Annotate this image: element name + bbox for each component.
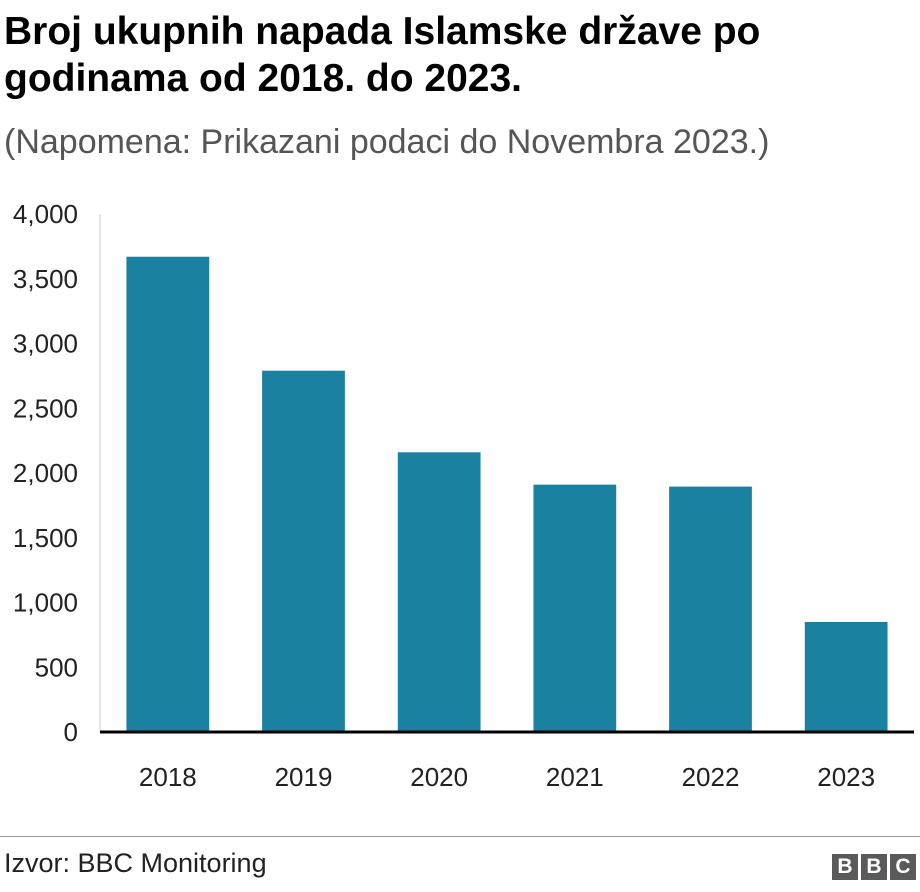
y-tick-label: 0 bbox=[64, 717, 78, 747]
x-tick-label: 2019 bbox=[275, 762, 333, 792]
bbc-logo-letter: B bbox=[861, 854, 887, 880]
y-tick-label: 1,000 bbox=[13, 588, 78, 618]
y-tick-label: 4,000 bbox=[13, 199, 78, 229]
y-tick-label: 2,500 bbox=[13, 393, 78, 423]
bbc-logo: B B C bbox=[832, 854, 916, 880]
x-tick-label: 2018 bbox=[139, 762, 197, 792]
bar-series bbox=[126, 256, 888, 732]
x-tick-label: 2023 bbox=[817, 762, 875, 792]
bbc-logo-letter: B bbox=[832, 854, 858, 880]
x-tick-label: 2021 bbox=[546, 762, 604, 792]
y-tick-label: 500 bbox=[35, 652, 78, 682]
x-tick-label: 2022 bbox=[682, 762, 740, 792]
y-tick-label: 3,000 bbox=[13, 329, 78, 359]
y-axis: 0 500 1,000 1,500 2,000 2,500 3,000 3,500 4,000 bbox=[13, 199, 78, 747]
bar-2023 bbox=[804, 621, 888, 732]
bar-2018 bbox=[126, 256, 210, 732]
bar-chart: 05001,0001,5002,0002,5003,0003,5004,000 … bbox=[13, 199, 914, 792]
x-axis: 2018 2019 2020 2021 2022 2023 bbox=[139, 762, 875, 792]
bar-2021 bbox=[533, 484, 617, 732]
source-text: Izvor: BBC Monitoring bbox=[4, 848, 267, 878]
chart-title: Broj ukupnih napada Islamske države po g… bbox=[4, 10, 761, 100]
bbc-logo-letter: C bbox=[890, 854, 916, 880]
bar-2019 bbox=[262, 370, 345, 732]
y-tick-label: 1,500 bbox=[13, 523, 78, 553]
y-tick-label: 3,500 bbox=[13, 264, 78, 294]
chart-subtitle: (Napomena: Prikazani podaci do Novembra … bbox=[4, 123, 770, 161]
y-tick-label: 2,000 bbox=[13, 458, 78, 488]
bar-2020 bbox=[397, 452, 481, 732]
x-tick-label: 2020 bbox=[410, 762, 468, 792]
bar-2022 bbox=[669, 486, 752, 732]
footer-divider bbox=[0, 836, 920, 837]
